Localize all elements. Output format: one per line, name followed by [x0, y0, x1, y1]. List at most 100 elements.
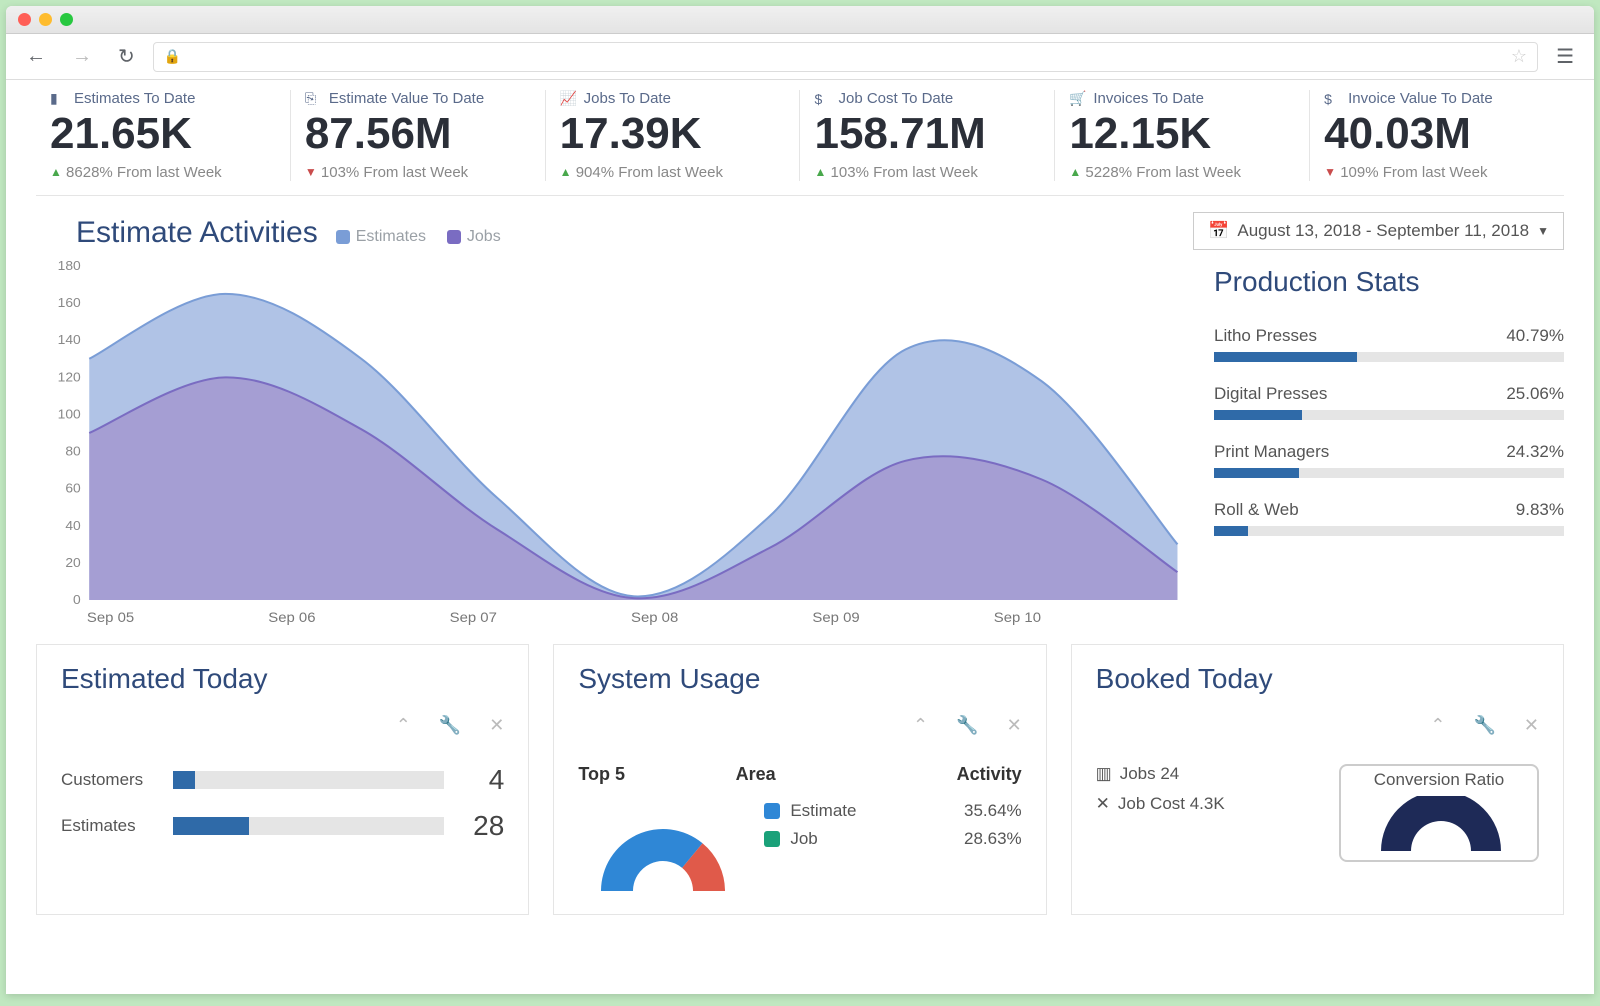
kpi-value: 158.71M	[814, 109, 1040, 160]
system-usage-title: System Usage	[578, 663, 1021, 695]
svg-text:0: 0	[73, 592, 81, 607]
window-maximize-button[interactable]	[60, 13, 73, 26]
window-close-button[interactable]	[18, 13, 31, 26]
est-label: Estimates	[61, 816, 161, 836]
legend-swatch	[447, 230, 461, 244]
settings-icon[interactable]: 🔧	[439, 715, 461, 736]
booked-text: Jobs 24	[1120, 764, 1180, 784]
legend-label: Jobs	[467, 228, 501, 246]
kpi-value: 21.65K	[50, 109, 276, 160]
stat-item: Digital Presses25.06%	[1214, 384, 1564, 420]
kpi-delta: ▲ 8628% From last Week	[50, 164, 276, 181]
production-stats-list: Litho Presses 40.79% Digital Presses25.06…	[1214, 326, 1564, 536]
stat-bar	[1214, 410, 1564, 420]
card-icon: ⎘	[305, 90, 323, 107]
kpi-label: Invoice Value To Date	[1348, 90, 1493, 107]
sys-legend-row: Estimate 35.64%	[764, 801, 1021, 821]
conversion-ratio-box: Conversion Ratio	[1339, 764, 1539, 862]
dollar-icon: $	[814, 91, 832, 107]
legend-pct: 35.64%	[964, 801, 1022, 821]
settings-icon[interactable]: 🔧	[1473, 715, 1495, 736]
stat-bar	[1214, 352, 1564, 362]
svg-text:60: 60	[65, 481, 80, 496]
address-bar[interactable]: 🔒 ☆	[153, 42, 1538, 72]
kpi-value: 87.56M	[305, 109, 531, 160]
date-range-picker[interactable]: 📅 August 13, 2018 - September 11, 2018 ▼	[1193, 212, 1564, 250]
stat-item: Roll & Web9.83%	[1214, 500, 1564, 536]
kpi-delta: ▲ 103% From last Week	[814, 164, 1040, 181]
production-stats-title: Production Stats	[1214, 266, 1564, 298]
sys-head-activity: Activity	[879, 764, 1022, 785]
booked-today-card: Booked Today ⌃ 🔧 ✕ ▥Jobs 24 ✕ Job Cost 4.3…	[1071, 644, 1564, 915]
booked-line: ✕ Job Cost 4.3K	[1096, 794, 1321, 814]
collapse-icon[interactable]: ⌃	[1430, 715, 1445, 736]
legend-swatch	[336, 230, 350, 244]
svg-text:Sep 09: Sep 09	[812, 610, 859, 625]
donut-chart	[578, 801, 748, 896]
booked-text: Job Cost 4.3K	[1118, 794, 1225, 814]
reload-button[interactable]: ↻	[110, 40, 143, 73]
window-title-bar	[6, 6, 1594, 34]
stat-item: Litho Presses 40.79%	[1214, 326, 1564, 362]
stat-label: Litho Presses	[1214, 326, 1317, 346]
stat-bar	[1214, 526, 1564, 536]
stat-label: Print Managers	[1214, 442, 1329, 462]
file-icon: ▮	[50, 90, 68, 107]
sys-head-area: Area	[736, 764, 879, 785]
sys-head-top5: Top 5	[578, 764, 735, 785]
kpi-label: Estimate Value To Date	[329, 90, 484, 107]
legend-swatch	[764, 803, 780, 819]
kpi-card: $Invoice Value To Date 40.03M ▼ 109% Fro…	[1309, 90, 1564, 181]
collapse-icon[interactable]: ⌃	[396, 715, 411, 736]
kpi-value: 17.39K	[560, 109, 786, 160]
back-button[interactable]: ←	[18, 41, 54, 72]
kpi-delta: ▲ 5228% From last Week	[1069, 164, 1295, 181]
stat-pct: 24.32%	[1506, 442, 1564, 462]
svg-text:Sep 07: Sep 07	[450, 610, 497, 625]
dollar-icon: $	[1324, 91, 1342, 107]
est-value: 28	[456, 810, 504, 842]
kpi-delta: ▼ 103% From last Week	[305, 164, 531, 181]
lock-icon: 🔒	[164, 48, 181, 65]
collapse-icon[interactable]: ⌃	[913, 715, 928, 736]
kpi-label: Invoices To Date	[1093, 90, 1204, 107]
conversion-title: Conversion Ratio	[1351, 770, 1527, 790]
kpi-card: ⎘ Estimate Value To Date 87.56M ▼ 103% Fr…	[290, 90, 545, 181]
stat-pct: 25.06%	[1506, 384, 1564, 404]
bookmark-star-icon[interactable]: ☆	[1511, 46, 1527, 67]
svg-text:Sep 05: Sep 05	[87, 610, 134, 625]
svg-text:Sep 06: Sep 06	[268, 610, 315, 625]
svg-text:140: 140	[58, 332, 81, 347]
chart-title: Estimate Activities	[36, 216, 318, 250]
kpi-delta: ▼ 109% From last Week	[1324, 164, 1550, 181]
calendar-icon: 📅	[1208, 221, 1229, 241]
estimated-today-title: Estimated Today	[61, 663, 504, 695]
chart-icon: 📈	[560, 90, 578, 107]
close-icon[interactable]: ✕	[489, 715, 504, 736]
settings-icon[interactable]: 🔧	[956, 715, 978, 736]
kpi-card: $ Job Cost To Date 158.71M ▲ 103% From la…	[799, 90, 1054, 181]
forward-button[interactable]: →	[64, 41, 100, 72]
window-minimize-button[interactable]	[39, 13, 52, 26]
chart-legend: Estimates Jobs	[336, 228, 516, 246]
booked-line: ▥Jobs 24	[1096, 764, 1321, 784]
kpi-card: ▮ Estimates To Date 21.65K ▲ 8628% From l…	[36, 90, 290, 181]
close-icon[interactable]: ✕	[1007, 715, 1022, 736]
kpi-label: Estimates To Date	[74, 90, 195, 107]
close-icon: ✕	[1096, 794, 1110, 814]
svg-text:120: 120	[58, 369, 81, 384]
kpi-label: Job Cost To Date	[838, 90, 953, 107]
kpi-card: 🛒Invoices To Date 12.15K ▲ 5228% From la…	[1054, 90, 1309, 181]
close-icon[interactable]: ✕	[1524, 715, 1539, 736]
est-bar	[173, 771, 444, 789]
est-label: Customers	[61, 770, 161, 790]
stat-pct: 40.79%	[1506, 326, 1564, 346]
est-value: 4	[456, 764, 504, 796]
svg-text:40: 40	[65, 518, 80, 533]
legend-label: Estimates	[356, 228, 426, 246]
sys-legend-row: Job 28.63%	[764, 829, 1021, 849]
stat-bar	[1214, 468, 1564, 478]
svg-text:Sep 08: Sep 08	[631, 610, 678, 625]
booked-today-title: Booked Today	[1096, 663, 1539, 695]
browser-menu-button[interactable]: ☰	[1548, 40, 1582, 73]
